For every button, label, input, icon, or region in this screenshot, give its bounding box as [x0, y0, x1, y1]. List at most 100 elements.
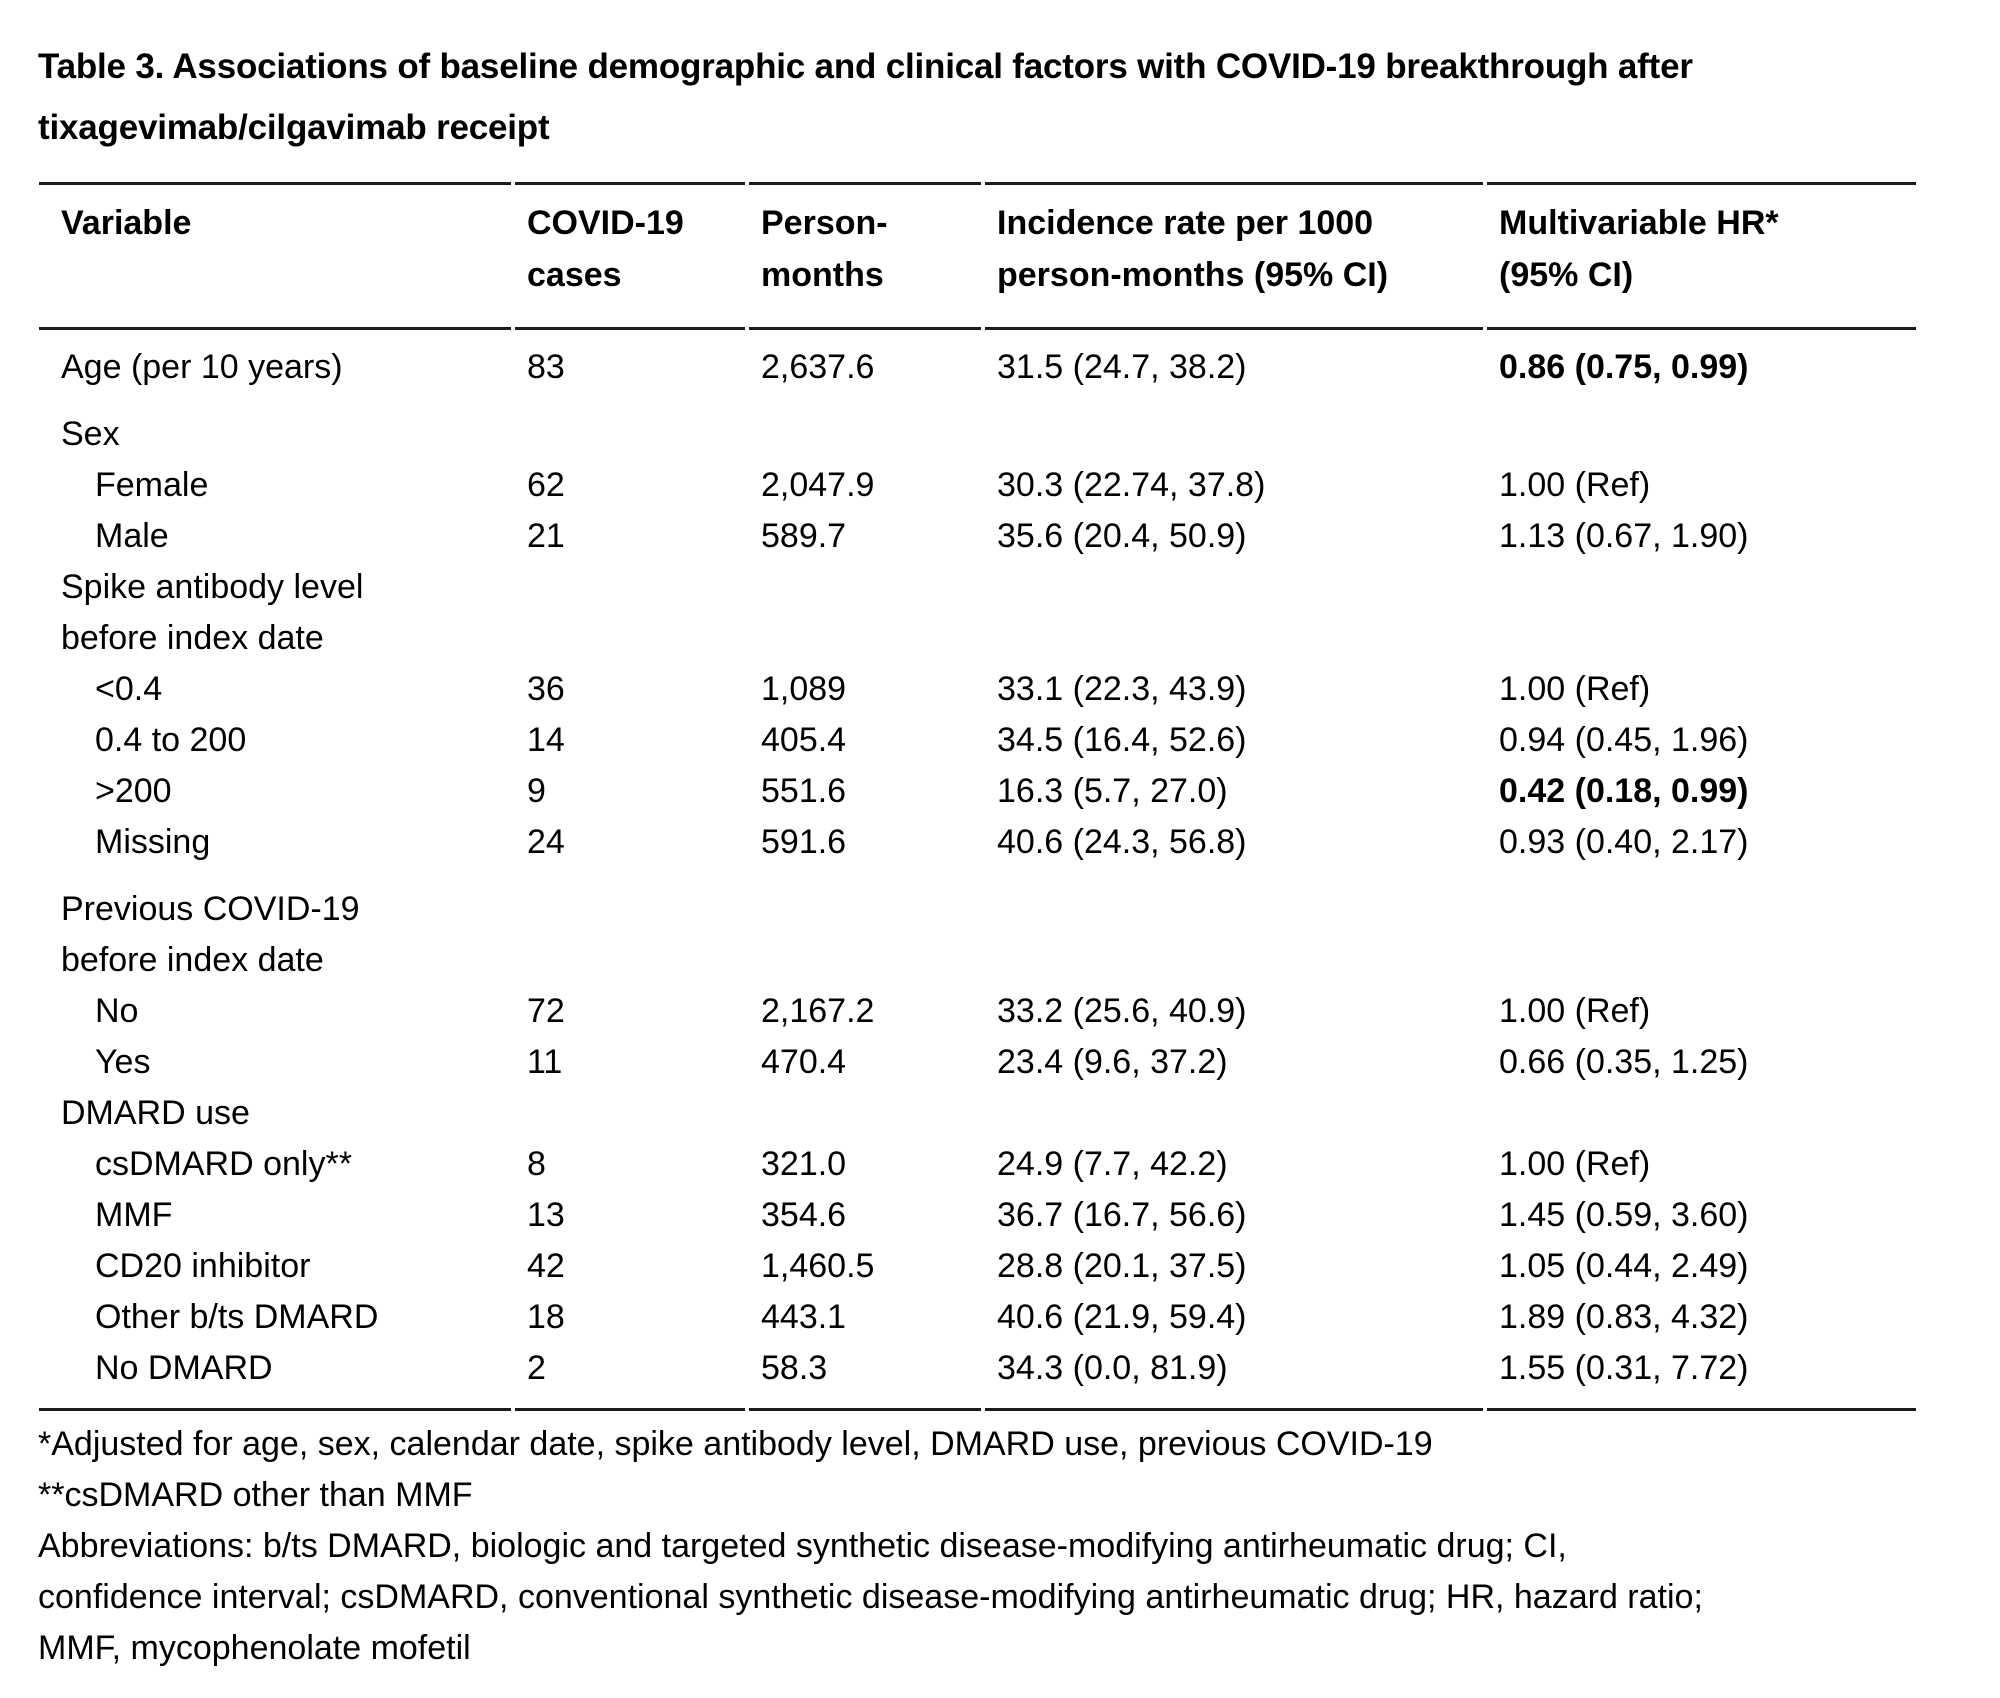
table-title: Table 3. Associations of baseline demogr…: [38, 47, 1693, 147]
table-row: Missing 24 591.6 40.6 (24.3, 56.8) 0.93 …: [39, 817, 1916, 868]
column-header-incidence-rate: Incidence rate per 1000 person-months (9…: [985, 182, 1483, 330]
cases-cell: 42: [527, 1247, 565, 1285]
cases-cell: 18: [527, 1298, 565, 1336]
hr-cell: 0.86 (0.75, 0.99): [1499, 348, 1749, 386]
variable-cell: Missing: [95, 823, 211, 861]
cases-cell: 9: [527, 772, 546, 810]
hr-cell: 1.89 (0.83, 4.32): [1499, 1298, 1749, 1336]
variable-cell: Yes: [95, 1043, 151, 1081]
variable-cell: No: [95, 992, 139, 1030]
variable-cell: <0.4: [95, 670, 163, 708]
table-row: 0.4 to 200 14 405.4 34.5 (16.4, 52.6) 0.…: [39, 715, 1916, 766]
person-months-cell: 1,460.5: [761, 1247, 875, 1285]
table-row: Female 62 2,047.9 30.3 (22.74, 37.8) 1.0…: [39, 460, 1916, 511]
table-header: Variable COVID-19 cases Person- months I…: [39, 182, 1916, 330]
variable-cell: csDMARD only**: [95, 1145, 352, 1183]
footnotes: *Adjusted for age, sex, calendar date, s…: [38, 1419, 1965, 1674]
person-months-cell: [749, 562, 981, 664]
person-months-cell: 591.6: [761, 823, 847, 861]
incidence-rate-cell: 36.7 (16.7, 56.6): [997, 1196, 1247, 1234]
variable-cell: Sex: [61, 415, 120, 453]
hr-cell: [1487, 393, 1916, 460]
variable-cell: 0.4 to 200: [95, 721, 247, 759]
table-row: CD20 inhibitor 42 1,460.5 28.8 (20.1, 37…: [39, 1241, 1916, 1292]
person-months-cell: 443.1: [761, 1298, 847, 1336]
variable-cell: Previous COVID-19 before index date: [61, 890, 360, 979]
table-row: DMARD use: [39, 1088, 1916, 1139]
incidence-rate-cell: [985, 393, 1483, 460]
table-row: Yes 11 470.4 23.4 (9.6, 37.2) 0.66 (0.35…: [39, 1037, 1916, 1088]
person-months-cell: 321.0: [761, 1145, 847, 1183]
incidence-rate-cell: [985, 1088, 1483, 1139]
cases-cell: 2: [515, 1343, 745, 1411]
column-header-variable: Variable: [39, 182, 511, 330]
table-row: Other b/ts DMARD 18 443.1 40.6 (21.9, 59…: [39, 1292, 1916, 1343]
cases-cell: 62: [527, 466, 565, 504]
person-months-cell: 2,047.9: [761, 466, 875, 504]
variable-cell: Male: [95, 517, 169, 555]
table-row: csDMARD only** 8 321.0 24.9 (7.7, 42.2) …: [39, 1139, 1916, 1190]
hr-cell: 1.13 (0.67, 1.90): [1499, 517, 1749, 555]
variable-cell: Female: [95, 466, 209, 504]
cases-cell: [515, 1088, 745, 1139]
table-row: No DMARD 2 58.3 34.3 (0.0, 81.9) 1.55 (0…: [39, 1343, 1916, 1411]
cases-cell: [515, 393, 745, 460]
variable-cell: Spike antibody level before index date: [61, 568, 364, 657]
person-months-cell: [749, 1088, 981, 1139]
variable-cell: DMARD use: [61, 1094, 250, 1132]
hr-cell: 1.55 (0.31, 7.72): [1487, 1343, 1916, 1411]
table-row: MMF 13 354.6 36.7 (16.7, 56.6) 1.45 (0.5…: [39, 1190, 1916, 1241]
table-row: Sex: [39, 393, 1916, 460]
person-months-cell: 2,167.2: [761, 992, 875, 1030]
table-row: Age (per 10 years) 83 2,637.6 31.5 (24.7…: [39, 330, 1916, 393]
incidence-rate-cell: 33.1 (22.3, 43.9): [997, 670, 1247, 708]
cases-cell: [515, 868, 745, 986]
hr-cell: 0.93 (0.40, 2.17): [1499, 823, 1749, 861]
incidence-rate-cell: 35.6 (20.4, 50.9): [997, 517, 1247, 555]
incidence-rate-cell: 34.3 (0.0, 81.9): [985, 1343, 1483, 1411]
variable-cell: >200: [95, 772, 172, 810]
table-row: Spike antibody level before index date: [39, 562, 1916, 664]
hr-cell: 1.05 (0.44, 2.49): [1499, 1247, 1749, 1285]
incidence-rate-cell: 34.5 (16.4, 52.6): [997, 721, 1247, 759]
cases-cell: 21: [527, 517, 565, 555]
hr-cell: 1.45 (0.59, 3.60): [1499, 1196, 1749, 1234]
variable-cell: CD20 inhibitor: [95, 1247, 311, 1285]
hr-cell: 1.00 (Ref): [1499, 670, 1651, 708]
incidence-rate-cell: 40.6 (24.3, 56.8): [997, 823, 1247, 861]
incidence-rate-cell: 28.8 (20.1, 37.5): [997, 1247, 1247, 1285]
hr-cell: 1.00 (Ref): [1499, 1145, 1651, 1183]
hr-cell: 1.00 (Ref): [1499, 992, 1651, 1030]
footnote-adjustment: *Adjusted for age, sex, calendar date, s…: [38, 1425, 1433, 1463]
incidence-rate-cell: 23.4 (9.6, 37.2): [997, 1043, 1228, 1081]
hr-cell: 0.94 (0.45, 1.96): [1499, 721, 1749, 759]
person-months-cell: [749, 393, 981, 460]
variable-cell: Other b/ts DMARD: [95, 1298, 379, 1336]
hr-cell: [1487, 562, 1916, 664]
footnote-abbreviations: Abbreviations: b/ts DMARD, biologic and …: [38, 1527, 1703, 1667]
variable-cell: No DMARD: [39, 1343, 511, 1411]
incidence-rate-cell: 16.3 (5.7, 27.0): [997, 772, 1228, 810]
table-row: No 72 2,167.2 33.2 (25.6, 40.9) 1.00 (Re…: [39, 986, 1916, 1037]
incidence-rate-cell: [985, 562, 1483, 664]
incidence-rate-cell: 33.2 (25.6, 40.9): [997, 992, 1247, 1030]
cases-cell: [515, 562, 745, 664]
footnote-csdmard: **csDMARD other than MMF: [38, 1476, 473, 1514]
cases-cell: 11: [527, 1043, 563, 1081]
cases-cell: 72: [527, 992, 565, 1030]
variable-cell: Age (per 10 years): [61, 348, 343, 386]
person-months-cell: 1,089: [761, 670, 847, 708]
hr-cell: 0.42 (0.18, 0.99): [1499, 772, 1749, 810]
cases-cell: 8: [527, 1145, 546, 1183]
table-row: >200 9 551.6 16.3 (5.7, 27.0) 0.42 (0.18…: [39, 766, 1916, 817]
table-row: <0.4 36 1,089 33.1 (22.3, 43.9) 1.00 (Re…: [39, 664, 1916, 715]
table-row: Male 21 589.7 35.6 (20.4, 50.9) 1.13 (0.…: [39, 511, 1916, 562]
person-months-cell: 354.6: [761, 1196, 847, 1234]
person-months-cell: 58.3: [749, 1343, 981, 1411]
person-months-cell: 2,637.6: [761, 348, 875, 386]
table-row: Previous COVID-19 before index date: [39, 868, 1916, 986]
cases-cell: 83: [527, 348, 565, 386]
person-months-cell: 589.7: [761, 517, 847, 555]
column-header-multivariable-hr: Multivariable HR* (95% CI): [1487, 182, 1916, 330]
